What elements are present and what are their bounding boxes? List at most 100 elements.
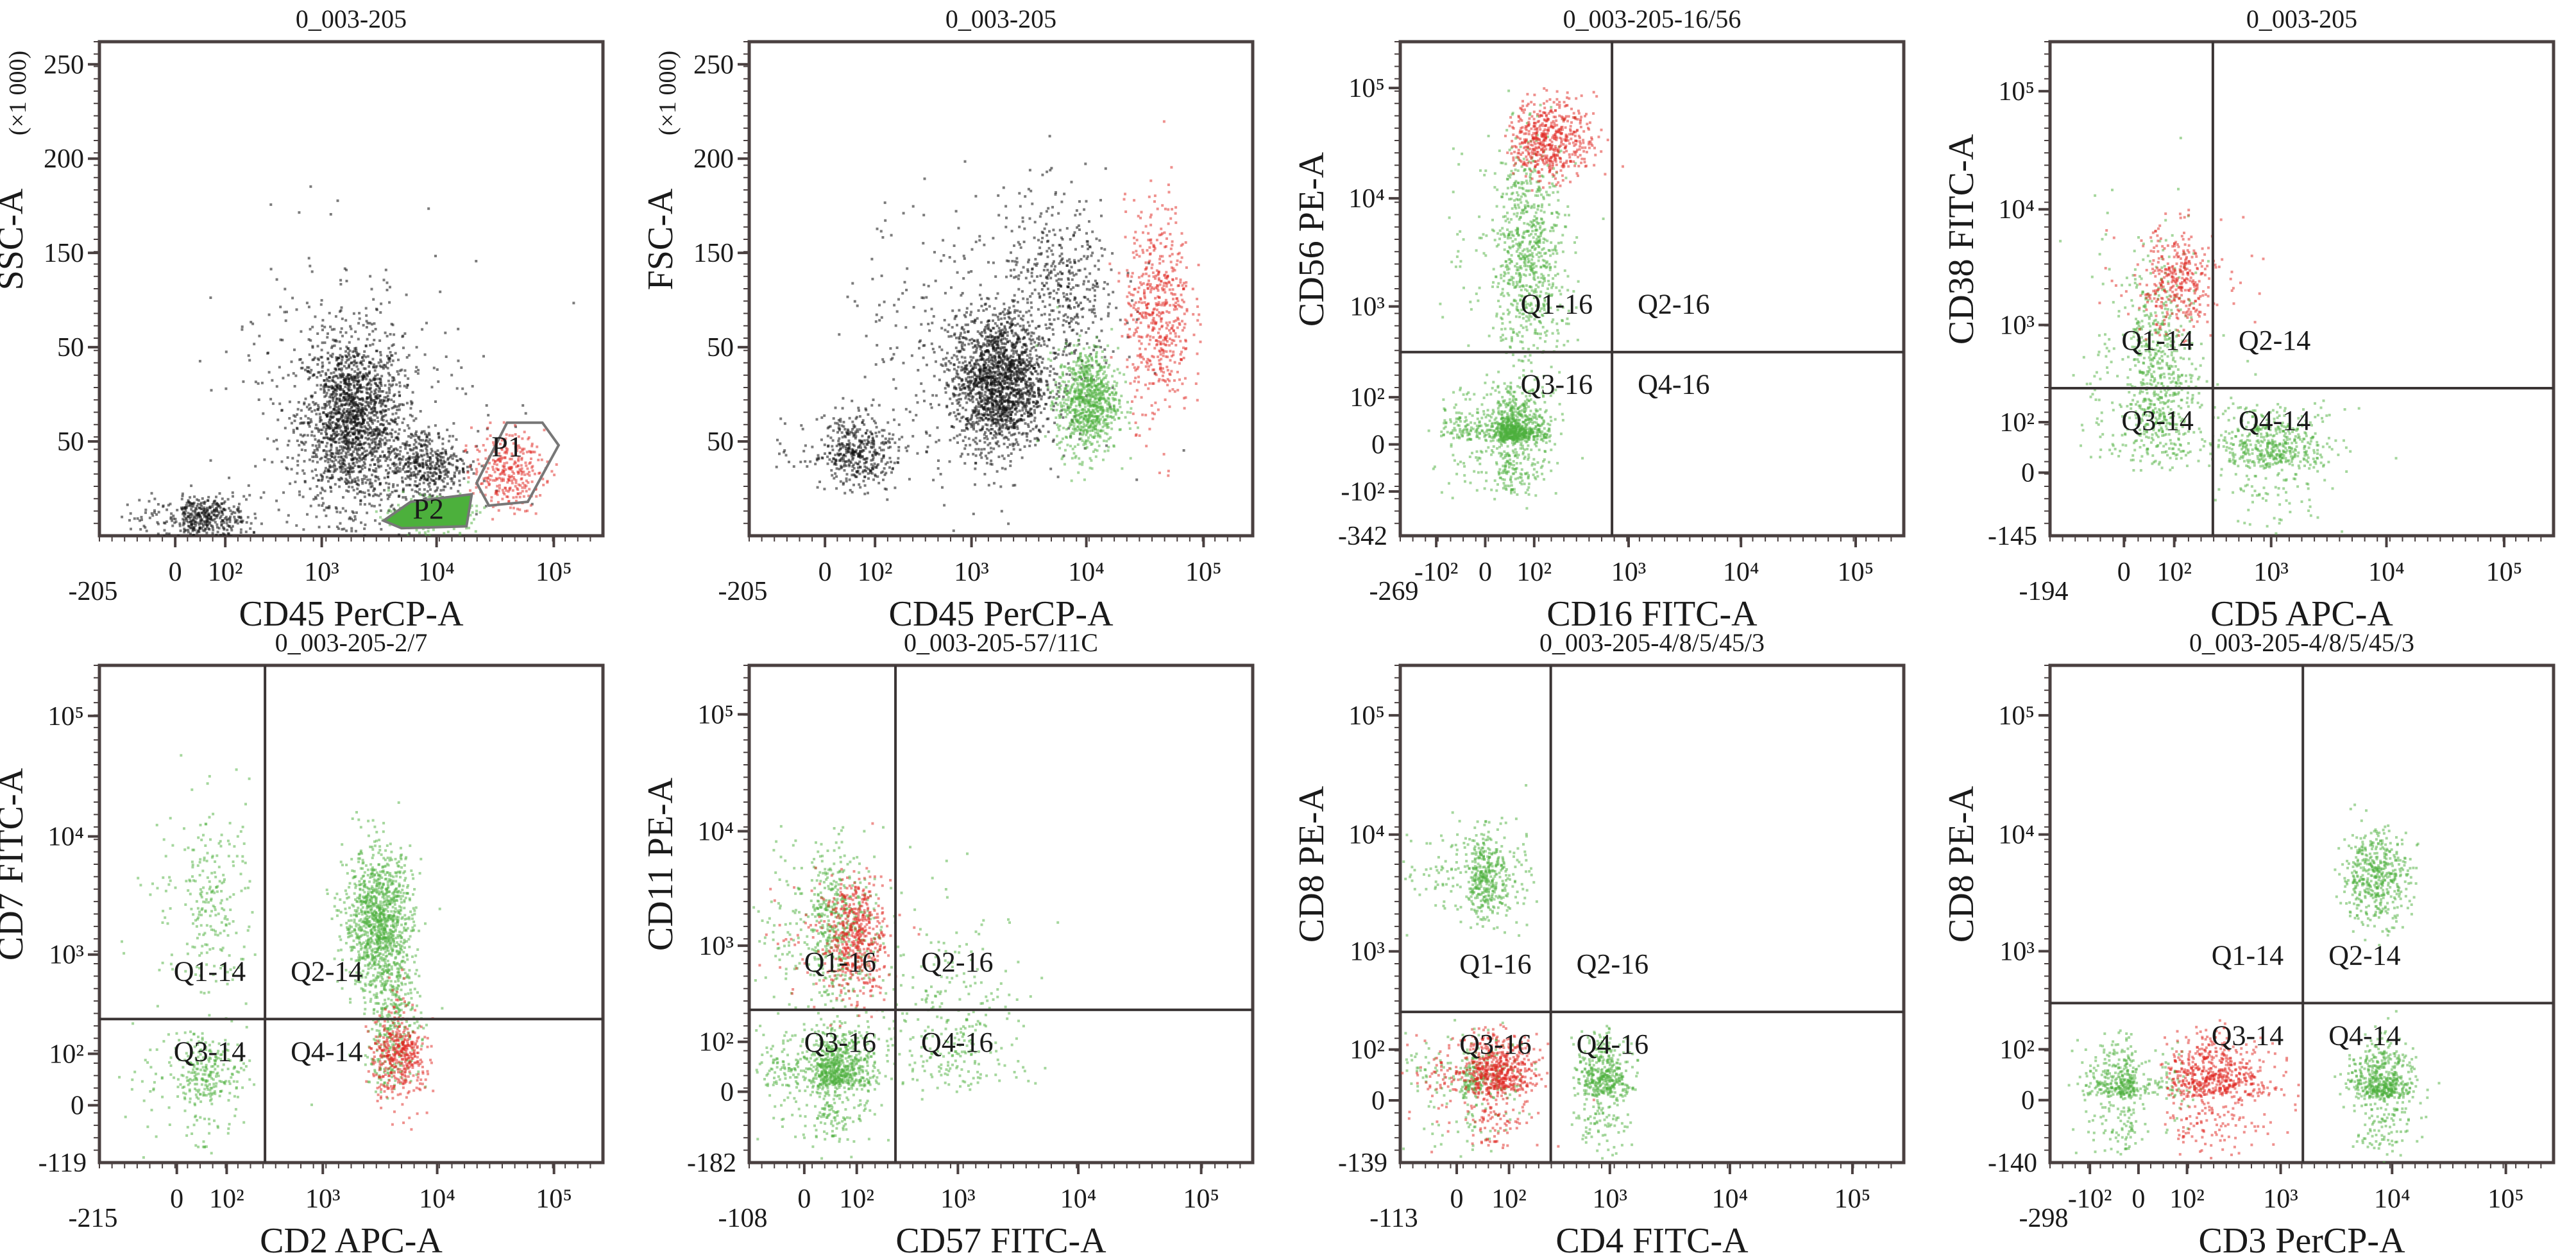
quadrant-label-q1: Q1-14 — [2121, 325, 2193, 356]
panel-8: Q1-14 Q2-14 Q3-14 Q4-14 -10² 0 10² 10³ 10⁴ 10⁵ -29… — [1942, 628, 2555, 1255]
x-axis-label: CD45 PerCP-A — [888, 594, 1114, 634]
y-min-label: -140 — [1988, 1148, 2037, 1178]
x-tick-label: 10² — [2157, 558, 2192, 587]
dot-cloud — [1401, 784, 1640, 1160]
dot-cloud — [2067, 803, 2441, 1163]
y-tick-label: 10⁴ — [47, 823, 84, 852]
x-tick-label: 10⁵ — [536, 1184, 572, 1214]
x-tick-label: -10² — [1414, 558, 1459, 587]
x-tick-label: 10³ — [954, 558, 989, 587]
y-tick-label: 10⁵ — [1998, 701, 2035, 731]
x-tick-label: 10³ — [2253, 558, 2289, 587]
y-tick-label: 10³ — [1350, 293, 1385, 322]
x-tick-label: 10² — [209, 1184, 244, 1214]
x-tick-label: 10⁵ — [1838, 558, 1874, 587]
y-tick-label: 10³ — [1999, 937, 2035, 967]
panel-title: 0_003-205 — [296, 4, 407, 33]
y-min-label: -145 — [1988, 522, 2037, 551]
cluster-green — [1402, 784, 1538, 937]
x-tick-label: 0 — [2131, 1184, 2145, 1214]
x-tick-label: 10⁴ — [1068, 558, 1105, 587]
x-tick-label: 10² — [839, 1184, 874, 1214]
y-axis-label: CD38 FITC-A — [1942, 133, 1981, 345]
y-axis-label: CD7 FITC-A — [0, 767, 31, 960]
y-min-label: -139 — [1338, 1148, 1387, 1178]
x-tick-label: 10⁴ — [1723, 558, 1759, 587]
y-tick-label: 10² — [1999, 408, 2035, 438]
cluster-black — [355, 417, 487, 524]
quadrant-label-q3: Q3-14 — [2212, 1020, 2284, 1051]
quadrant-label-q4: Q4-14 — [2328, 1020, 2400, 1051]
y-min-label: -119 — [38, 1148, 87, 1178]
y-tick-label: 50 — [57, 427, 84, 457]
y-tick-label: 10³ — [1350, 937, 1385, 967]
quadrant-label-q3: Q3-14 — [2121, 405, 2193, 436]
x-tick-label: 10⁴ — [418, 558, 455, 587]
x-min-label: -298 — [2019, 1204, 2069, 1233]
plot-frame — [97, 663, 605, 1165]
panel-5: Q1-14 Q2-14 Q3-14 Q4-14 0 10² 10³ 10⁴ 10⁵ -215 10⁵… — [0, 628, 605, 1255]
x-axis-label: CD3 PerCP-A — [2198, 1221, 2405, 1255]
plot-frame — [2048, 40, 2555, 538]
panel-title: 0_003-205-16/56 — [1563, 4, 1741, 33]
dot-cloud — [118, 754, 444, 1159]
cluster-red — [2098, 209, 2265, 344]
quadrant-label-q4: Q4-16 — [1638, 369, 1709, 400]
cluster-red — [1401, 1023, 1595, 1154]
panel-title: 0_003-205-4/8/5/45/3 — [1539, 628, 1765, 657]
panel-title: 0_003-205-57/11C — [904, 628, 1098, 657]
y-tick-label: 0 — [1371, 431, 1385, 460]
dot-cloud — [1427, 87, 1624, 510]
gate-label: P1 — [491, 431, 523, 463]
quadrant-label-q4: Q4-16 — [921, 1027, 993, 1058]
y-tick-label: 250 — [693, 50, 734, 80]
y-tick-label: 10² — [1999, 1035, 2035, 1064]
x-tick-label: 10⁵ — [1183, 1184, 1219, 1214]
quadrant-label-q1: Q1-16 — [1521, 289, 1593, 320]
cluster-green — [1439, 89, 1605, 405]
quadrant-label-q1: Q1-14 — [174, 955, 246, 987]
y-tick-label: 0 — [1371, 1086, 1385, 1116]
x-tick-label: 10³ — [2263, 1184, 2298, 1214]
y-tick-label: 10⁴ — [697, 817, 734, 846]
x-tick-label: 0 — [818, 558, 832, 587]
quadrant-label-q4: Q4-14 — [291, 1036, 362, 1067]
cluster-black — [121, 476, 318, 536]
y-tick-label: 50 — [707, 427, 734, 457]
x-axis-label: CD45 PerCP-A — [239, 594, 464, 634]
y-min-label: -182 — [687, 1148, 736, 1178]
cluster-black — [262, 283, 434, 531]
x-min-label: -215 — [69, 1204, 118, 1233]
y-tick-label: 10⁵ — [1998, 77, 2035, 107]
cluster-black — [775, 378, 940, 501]
x-axis-label: CD16 FITC-A — [1546, 594, 1758, 634]
cluster-red — [464, 421, 558, 521]
dot-cloud — [2059, 137, 2398, 535]
quadrant-label-q3: Q3-14 — [174, 1036, 246, 1067]
cluster-green — [118, 1014, 313, 1159]
quadrant-label-q2: Q2-16 — [921, 946, 993, 978]
y-tick-label: 50 — [707, 333, 734, 363]
x-tick-label: -10² — [2068, 1184, 2112, 1214]
x-tick-label: 10⁴ — [419, 1184, 455, 1214]
y-tick-label: 10⁵ — [1348, 701, 1385, 731]
x-min-label: -108 — [718, 1204, 768, 1233]
quadrant-label-q1: Q1-16 — [804, 946, 876, 978]
cluster-red — [1108, 120, 1202, 477]
y-tick-label: 250 — [44, 50, 84, 80]
panel-title: 0_003-205-4/8/5/45/3 — [2189, 628, 2414, 657]
y-tick-label: 10⁴ — [1998, 195, 2035, 225]
y-tick-label: 0 — [2021, 1086, 2035, 1116]
cluster-green — [121, 754, 257, 1025]
x-tick-label: 0 — [170, 1184, 183, 1214]
y-min-label: -342 — [1338, 522, 1387, 551]
quadrant-label-q4: Q4-14 — [2239, 405, 2310, 436]
y-tick-label: 10² — [699, 1028, 734, 1057]
panel-title: 0_003-205 — [2246, 4, 2357, 33]
quadrant-label-q1: Q1-14 — [2212, 939, 2284, 971]
y-tick-label: 150 — [44, 239, 84, 268]
x-tick-label: 0 — [169, 558, 182, 587]
cluster-green — [2334, 803, 2419, 946]
x-min-label: -113 — [1369, 1204, 1418, 1233]
